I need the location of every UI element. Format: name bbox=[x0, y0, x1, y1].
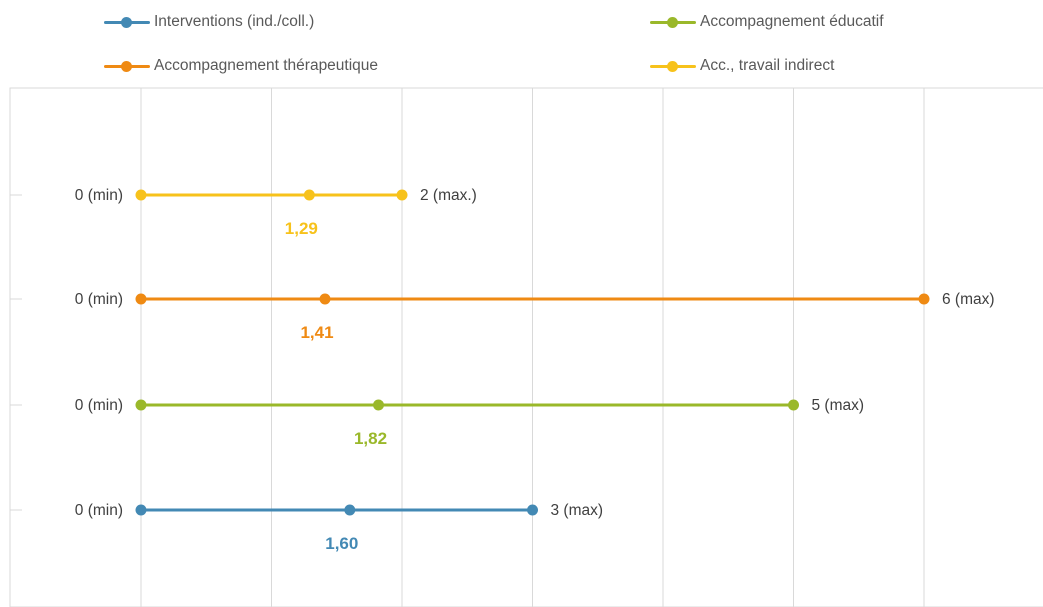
legend-marker-icon bbox=[650, 60, 696, 72]
max-label: 5 (max) bbox=[812, 397, 865, 414]
min-point bbox=[135, 293, 147, 305]
mean-label: 1,41 bbox=[300, 323, 333, 342]
min-label: 0 (min) bbox=[75, 291, 123, 308]
max-point bbox=[918, 293, 930, 305]
legend-item-accompagnement-therapeutique: Accompagnement thérapeutique bbox=[104, 57, 378, 75]
mean-label: 1,82 bbox=[354, 429, 387, 448]
max-point bbox=[788, 399, 799, 411]
mean-point bbox=[303, 189, 315, 201]
plot-area bbox=[9, 87, 1043, 607]
mean-point bbox=[344, 504, 356, 516]
chart-legend: Interventions (ind./coll.) Accompagnemen… bbox=[0, 0, 1043, 85]
legend-item-interventions: Interventions (ind./coll.) bbox=[104, 13, 314, 31]
mean-label: 1,29 bbox=[285, 219, 318, 238]
max-label: 3 (max) bbox=[551, 502, 604, 519]
legend-label: Acc., travail indirect bbox=[700, 57, 835, 74]
mean-point bbox=[373, 399, 385, 411]
max-point bbox=[396, 189, 408, 201]
max-point bbox=[527, 504, 538, 516]
min-point bbox=[135, 504, 147, 516]
legend-marker-icon bbox=[650, 16, 696, 28]
legend-marker-icon bbox=[104, 60, 150, 72]
min-label: 0 (min) bbox=[75, 397, 123, 414]
legend-label: Interventions (ind./coll.) bbox=[154, 13, 315, 30]
mean-label: 1,60 bbox=[325, 534, 358, 553]
max-label: 2 (max.) bbox=[420, 187, 477, 204]
legend-marker-icon bbox=[104, 16, 150, 28]
mean-point bbox=[319, 293, 331, 305]
min-label: 0 (min) bbox=[75, 187, 123, 204]
legend-label: Accompagnement thérapeutique bbox=[154, 57, 379, 74]
min-label: 0 (min) bbox=[75, 502, 123, 519]
legend-item-travail-indirect: Acc., travail indirect bbox=[650, 57, 834, 75]
min-point bbox=[135, 399, 147, 411]
min-point bbox=[135, 189, 147, 201]
legend-item-accompagnement-educatif: Accompagnement éducatif bbox=[650, 13, 884, 31]
max-label: 6 (max) bbox=[942, 291, 995, 308]
legend-label: Accompagnement éducatif bbox=[700, 13, 884, 30]
